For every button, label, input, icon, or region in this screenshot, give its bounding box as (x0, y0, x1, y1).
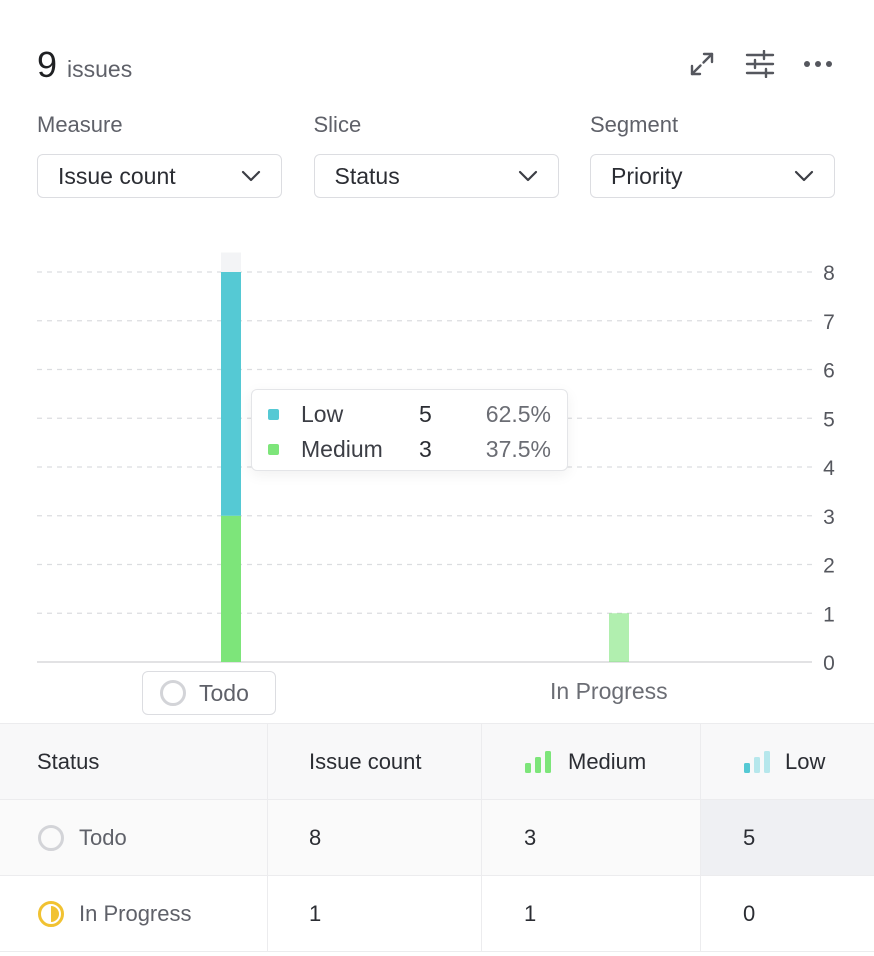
category-label-text: Todo (199, 679, 249, 706)
measure-value: Issue count (58, 162, 176, 189)
y-tick-label: 3 (823, 506, 835, 529)
low-cell: 5 (701, 800, 874, 875)
slice-label: Slice (313, 112, 362, 137)
column-header-label: Low (785, 748, 826, 774)
chart-area: 0 1 2 3 4 5 6 7 8 (0, 240, 874, 720)
y-tick-label: 6 (823, 360, 835, 383)
segment-value: Priority (611, 162, 683, 189)
y-tick-label: 0 (823, 652, 835, 675)
status-cell: In Progress (0, 876, 268, 951)
tooltip-series-name: Medium (301, 435, 383, 462)
tooltip-series-percent: 37.5% (485, 435, 551, 462)
segment-select[interactable]: Priority (590, 154, 835, 198)
tooltip-series-name: Low (301, 400, 344, 427)
toolbar (686, 48, 834, 80)
slice-value: Status (334, 162, 400, 189)
bar-segment-medium-in-progress (609, 613, 629, 662)
low-priority-icon (743, 750, 771, 773)
column-header-status[interactable]: Status (0, 724, 268, 799)
y-tick-label: 8 (823, 262, 835, 285)
chart-tooltip: Low 5 62.5% Medium 3 37.5% (251, 389, 568, 471)
issue-count-cell: 1 (268, 876, 482, 951)
chevron-down-icon (794, 170, 814, 182)
y-tick-label: 5 (823, 408, 835, 431)
column-header-issue-count[interactable]: Issue count (268, 724, 482, 799)
bar-segment-medium-todo (221, 515, 241, 662)
low-cell: 0 (743, 900, 756, 926)
medium-swatch (268, 443, 279, 455)
medium-priority-icon (524, 750, 552, 773)
slice-control: Slice Status (313, 112, 559, 198)
tooltip-row-medium: Medium 3 37.5% (268, 434, 551, 464)
issue-count: 9 (37, 44, 58, 85)
tooltip-series-percent: 62.5% (485, 400, 551, 427)
status-cell: Todo (0, 800, 268, 875)
chevron-down-icon (518, 170, 537, 182)
expand-icon[interactable] (686, 48, 718, 80)
status-name: In Progress (79, 900, 192, 926)
column-header-low[interactable]: Low (701, 724, 874, 799)
tooltip-series-value: 5 (419, 400, 432, 427)
todo-status-icon (38, 824, 64, 851)
table-header-row: Status Issue count Medium Low (0, 724, 874, 800)
in-progress-status-icon (38, 900, 64, 927)
y-tick-label: 2 (823, 555, 835, 578)
low-swatch (268, 408, 279, 420)
column-header-label: Medium (568, 748, 647, 774)
y-tick-label: 7 (823, 311, 835, 334)
tooltip-row-low: Low 5 62.5% (268, 399, 551, 429)
table-row[interactable]: Todo 8 3 5 (0, 800, 874, 876)
y-tick-label: 4 (823, 457, 835, 480)
measure-control: Measure Issue count (37, 112, 282, 198)
medium-cell: 3 (482, 800, 701, 875)
slice-select[interactable]: Status (313, 154, 559, 198)
status-name: Todo (79, 824, 127, 850)
chart-controls: Measure Issue count Slice Status Segment… (37, 112, 835, 198)
column-header-medium[interactable]: Medium (482, 724, 701, 799)
more-icon[interactable] (802, 48, 834, 80)
tooltip-series-value: 3 (419, 435, 432, 462)
y-tick-label: 1 (823, 603, 835, 626)
chevron-down-icon (241, 170, 261, 182)
stacked-bar-chart: 0 1 2 3 4 5 6 7 8 (37, 252, 835, 675)
issues-header: 9 issues (37, 44, 133, 85)
bar-segment-low-todo (221, 272, 241, 516)
table-row[interactable]: In Progress 1 1 0 (0, 876, 874, 952)
category-label-in-progress[interactable]: In Progress (550, 678, 668, 704)
measure-select[interactable]: Issue count (37, 154, 282, 198)
data-table: Status Issue count Medium Low Todo 8 3 5 (0, 723, 874, 952)
segment-control: Segment Priority (590, 112, 835, 198)
issue-count-label: issues (67, 56, 133, 82)
segment-label: Segment (590, 112, 679, 137)
medium-cell: 1 (482, 876, 701, 951)
category-label-todo[interactable]: Todo (142, 671, 276, 715)
measure-label: Measure (37, 112, 123, 137)
sliders-icon[interactable] (744, 48, 776, 80)
issue-count-cell: 8 (268, 800, 482, 875)
todo-status-icon (160, 680, 186, 706)
